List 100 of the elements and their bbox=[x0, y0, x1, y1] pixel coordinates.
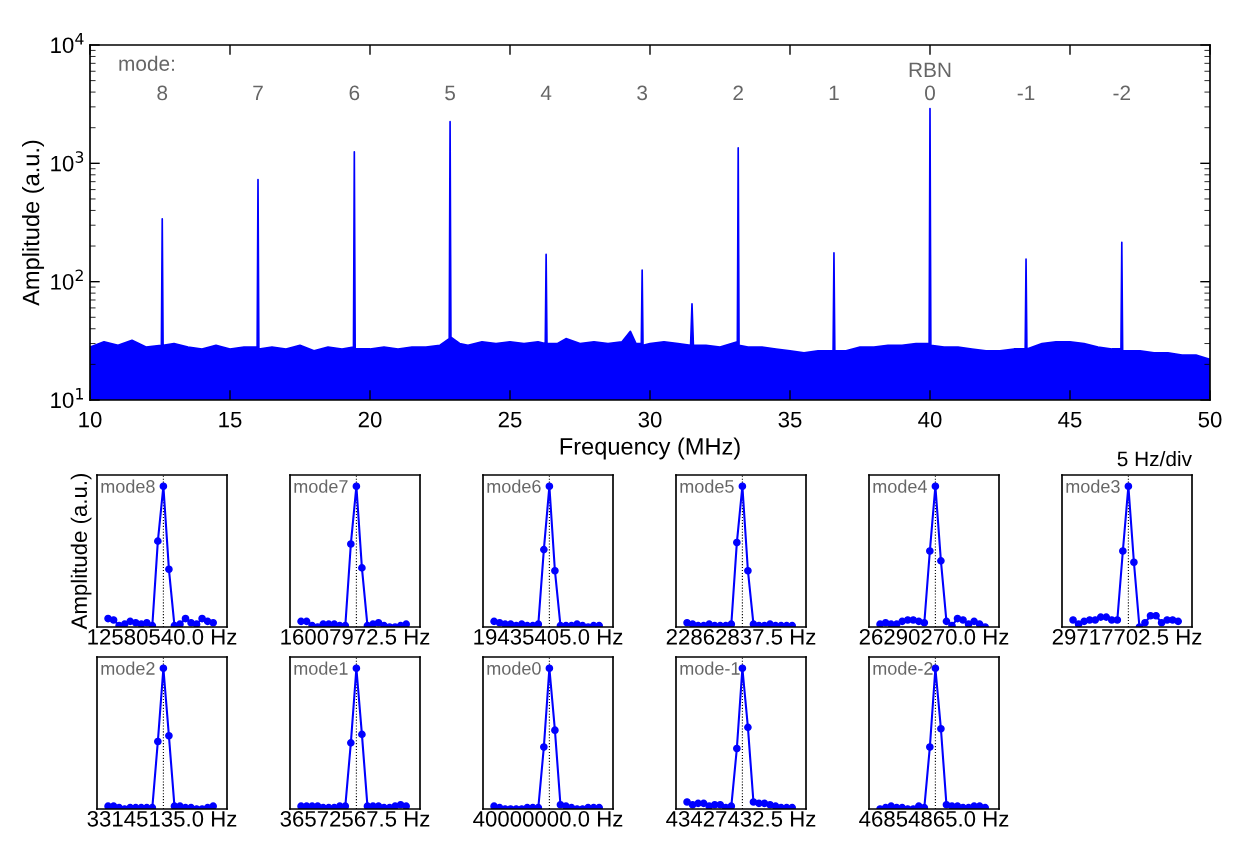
annotation: mode1 bbox=[294, 661, 348, 675]
annotation: 6 bbox=[349, 85, 360, 101]
annotation: mode-2 bbox=[873, 661, 933, 675]
point bbox=[1168, 616, 1177, 624]
point bbox=[1119, 547, 1127, 555]
point bbox=[347, 739, 355, 747]
point bbox=[302, 617, 311, 626]
annotation: mode3 bbox=[1066, 479, 1120, 493]
point bbox=[154, 537, 162, 545]
point bbox=[159, 482, 168, 491]
point bbox=[545, 482, 554, 491]
point bbox=[1141, 618, 1149, 627]
point bbox=[352, 482, 361, 491]
annotation: mode6 bbox=[487, 479, 541, 493]
point bbox=[1102, 613, 1111, 621]
point bbox=[909, 616, 918, 624]
y-axis-title: Amplitude (a.u.) bbox=[70, 473, 92, 630]
x-axis-title: 19435405.0 Hz bbox=[474, 628, 623, 645]
point bbox=[937, 724, 945, 733]
point bbox=[1124, 482, 1133, 491]
x-axis-title: 12580540.0 Hz bbox=[88, 628, 237, 645]
annotation: mode: bbox=[119, 55, 174, 71]
y-tick-label: 10$^{3}$ bbox=[51, 151, 84, 172]
point bbox=[109, 616, 118, 624]
point bbox=[181, 614, 190, 623]
point bbox=[926, 743, 934, 751]
point bbox=[551, 566, 559, 575]
point bbox=[733, 538, 741, 547]
point bbox=[942, 617, 951, 626]
annotation: 7 bbox=[253, 85, 263, 101]
x-axis-title: 36572567.5 Hz bbox=[280, 810, 430, 827]
annotation: 1 bbox=[829, 85, 839, 101]
point bbox=[402, 802, 410, 809]
point bbox=[347, 540, 355, 548]
point bbox=[931, 482, 940, 491]
x-axis-title: Frequency (MHz) bbox=[560, 437, 740, 460]
point bbox=[926, 547, 934, 555]
point bbox=[1107, 616, 1116, 624]
point bbox=[738, 482, 747, 491]
y-axis-title: Amplitude (a.u.) bbox=[22, 140, 45, 306]
point bbox=[1069, 616, 1077, 624]
point bbox=[176, 620, 184, 627]
point bbox=[920, 618, 929, 627]
y-tick-label: 10$^{2}$ bbox=[51, 269, 83, 290]
point bbox=[209, 618, 217, 627]
x-tick-label: 45 bbox=[1058, 411, 1082, 428]
annotation: 4 bbox=[540, 85, 552, 101]
annotation: mode0 bbox=[487, 661, 541, 675]
point bbox=[352, 664, 361, 673]
point bbox=[358, 564, 366, 572]
x-axis-title: 29717702.5 Hz bbox=[1052, 628, 1202, 645]
point bbox=[165, 565, 173, 574]
annotation: mode-1 bbox=[680, 661, 740, 675]
x-axis-title: 46854865.0 Hz bbox=[859, 810, 1009, 827]
x-tick-label: 20 bbox=[358, 411, 382, 428]
y-tick-label: 10$^{1}$ bbox=[51, 388, 83, 409]
point bbox=[744, 566, 752, 575]
annotation: 0 bbox=[925, 85, 935, 101]
annotation: -1 bbox=[1017, 85, 1035, 101]
point bbox=[142, 618, 151, 627]
point bbox=[1163, 616, 1171, 624]
x-tick-label: 40 bbox=[918, 411, 942, 428]
point bbox=[540, 545, 548, 554]
x-axis-title: 40000000.0 Hz bbox=[473, 810, 623, 827]
annotation: mode5 bbox=[680, 479, 734, 493]
point bbox=[733, 744, 741, 753]
point bbox=[1130, 558, 1138, 567]
point bbox=[209, 802, 217, 809]
annotation: -2 bbox=[1113, 85, 1131, 101]
annotation: 2 bbox=[733, 85, 743, 101]
point bbox=[1113, 616, 1122, 624]
annotation: mode4 bbox=[873, 479, 927, 493]
x-tick-label: 15 bbox=[219, 411, 242, 428]
x-tick-label: 25 bbox=[498, 411, 522, 428]
point bbox=[1152, 611, 1160, 620]
point bbox=[1091, 616, 1100, 624]
point bbox=[402, 620, 410, 627]
x-axis-title: 22862837.5 Hz bbox=[666, 628, 816, 645]
point bbox=[744, 723, 752, 732]
point bbox=[937, 557, 945, 565]
point bbox=[959, 616, 967, 624]
x-tick-label: 35 bbox=[778, 411, 802, 428]
annotation: RBN bbox=[909, 62, 951, 78]
annotation: mode8 bbox=[101, 479, 155, 493]
point bbox=[159, 664, 168, 673]
annotation: 5 bbox=[445, 85, 455, 101]
annotation: 3 bbox=[637, 85, 648, 101]
point bbox=[970, 617, 978, 626]
x-axis-title: 16007972.5 Hz bbox=[281, 628, 430, 645]
annotation: mode7 bbox=[294, 479, 348, 493]
annotation: 8 bbox=[157, 85, 168, 101]
point bbox=[540, 743, 548, 751]
x-tick-label: 10 bbox=[79, 411, 102, 428]
y-tick-label: 10$^{4}$ bbox=[51, 33, 84, 54]
point bbox=[551, 726, 559, 735]
text: 5 Hz/div bbox=[1117, 451, 1192, 467]
annotation: mode2 bbox=[101, 661, 155, 675]
point bbox=[716, 800, 725, 809]
x-axis-title: 43427432.5 Hz bbox=[666, 810, 816, 827]
point bbox=[165, 731, 173, 740]
